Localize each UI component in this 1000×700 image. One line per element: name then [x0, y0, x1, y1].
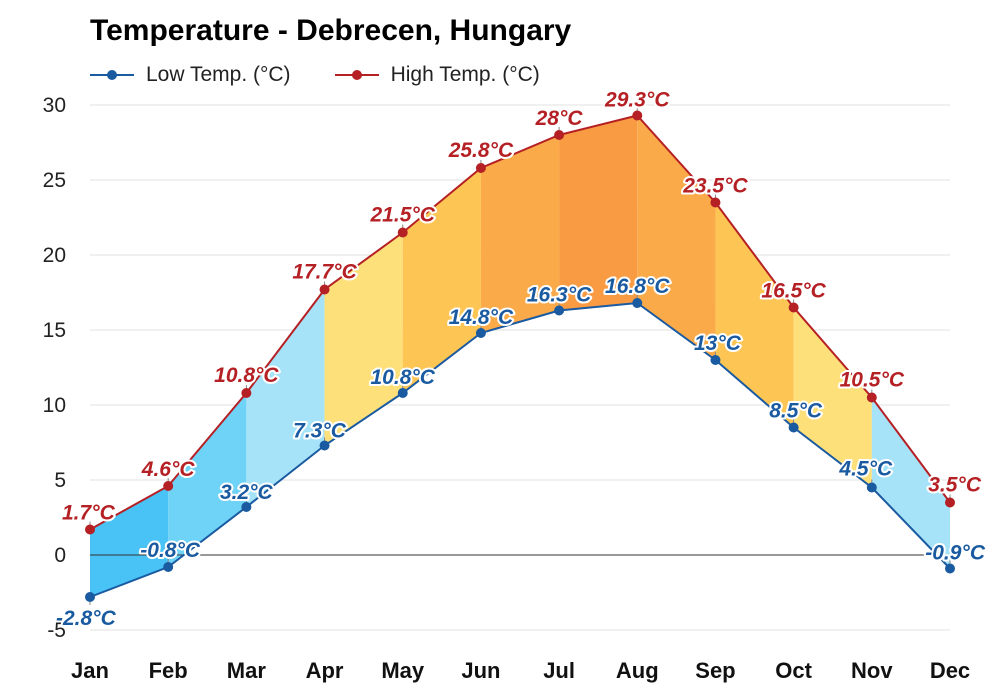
- high-temp-label: 16.5°C: [761, 280, 826, 303]
- legend-swatch-low: [90, 66, 134, 84]
- x-tick-label: May: [381, 658, 425, 683]
- y-tick-label: 20: [43, 244, 66, 267]
- high-temp-point: [710, 197, 721, 208]
- high-temp-label: 25.8°C: [448, 139, 514, 162]
- legend-item-high[interactable]: High Temp. (°C): [334, 63, 540, 87]
- x-tick-label: Dec: [930, 658, 970, 683]
- legend-label-low: Low Temp. (°C): [146, 63, 291, 86]
- y-axis-ticks: -5 0 5 10 15 20 25 30: [43, 94, 66, 642]
- low-temp-label: 13°C: [694, 332, 742, 355]
- low-temp-point: [945, 563, 955, 574]
- data-points: [85, 110, 955, 602]
- low-temp-point: [163, 562, 174, 572]
- series-lines: [89, 114, 951, 598]
- y-tick-label: 10: [43, 394, 66, 417]
- x-tick-label: Jul: [543, 658, 575, 683]
- y-tick-label: 0: [54, 544, 66, 567]
- high-temp-label: 4.6°C: [141, 458, 196, 481]
- range-band: [715, 202, 794, 428]
- low-temp-line: [89, 301, 951, 598]
- high-temp-point: [397, 227, 408, 238]
- high-temp-label: 10.5°C: [840, 369, 905, 392]
- low-temp-label: -0.8°C: [140, 539, 201, 562]
- range-band: [559, 115, 638, 311]
- low-temp-label: 7.3°C: [293, 420, 347, 443]
- x-tick-label: Feb: [149, 658, 188, 683]
- high-temp-point: [866, 392, 877, 403]
- low-temp-point: [85, 592, 95, 602]
- low-temp-label: 10.8°C: [371, 366, 436, 389]
- high-temp-point: [163, 481, 174, 491]
- low-temp-point: [632, 298, 643, 308]
- legend: Low Temp. (°C) High Temp. (°C): [90, 60, 584, 90]
- range-band: [402, 168, 481, 393]
- x-axis-ticks: Jan Feb Mar Apr May Jun Jul Aug Sep Oct Nov Dec: [71, 658, 970, 683]
- low-temp-point: [710, 355, 721, 365]
- legend-swatch-high: [334, 66, 379, 84]
- x-tick-label: Jun: [461, 658, 500, 683]
- low-temp-point: [241, 502, 252, 512]
- low-temp-point: [866, 482, 877, 493]
- range-band: [871, 397, 950, 569]
- high-temp-label: 29.3°C: [604, 89, 670, 112]
- high-temp-line: [89, 114, 951, 531]
- high-temp-point: [945, 497, 955, 508]
- low-temp-point: [475, 328, 486, 338]
- legend-marker-low: [107, 70, 117, 80]
- low-temp-point: [554, 305, 565, 316]
- low-temp-point: [319, 440, 330, 451]
- high-temp-point: [319, 284, 330, 295]
- range-band: [480, 135, 560, 333]
- legend-marker-high: [351, 70, 362, 80]
- y-tick-label: -5: [47, 619, 66, 642]
- range-band: [324, 232, 403, 446]
- low-temp-label: 4.5°C: [838, 458, 893, 481]
- high-temp-label: 23.5°C: [682, 175, 748, 198]
- y-tick-label: 5: [54, 469, 66, 492]
- low-temp-label: -2.8°C: [56, 607, 117, 630]
- low-temp-point: [397, 388, 408, 398]
- low-temp-label: 3.2°C: [220, 481, 274, 504]
- x-tick-label: Oct: [775, 658, 812, 683]
- y-tick-label: 15: [43, 319, 66, 342]
- x-tick-label: Sep: [695, 658, 735, 683]
- high-temp-label: 10.8°C: [214, 364, 279, 387]
- y-tick-label: 30: [43, 94, 66, 117]
- high-temp-label: 1.7°C: [62, 502, 116, 525]
- high-temp-point: [241, 388, 252, 398]
- low-temp-label: 14.8°C: [449, 306, 514, 329]
- high-temp-point: [475, 163, 486, 173]
- high-temp-label: 17.7°C: [292, 261, 357, 284]
- low-temp-point: [788, 422, 799, 433]
- x-tick-label: Aug: [616, 658, 659, 683]
- legend-label-high: High Temp. (°C): [390, 63, 540, 86]
- high-temp-point: [788, 302, 799, 313]
- range-band: [168, 393, 247, 567]
- high-temp-label: 21.5°C: [370, 204, 436, 227]
- y-tick-label: 25: [43, 169, 66, 192]
- legend-item-low[interactable]: Low Temp. (°C): [90, 63, 291, 87]
- high-temp-label: 3.5°C: [928, 474, 982, 497]
- low-temp-label: -0.9°C: [925, 542, 986, 565]
- data-labels: -2.8°C -0.8°C 3.2°C 7.3°C 10.8°C 14.8°C 16.3°C…: [54, 87, 988, 633]
- range-band: [90, 486, 169, 597]
- low-temp-label: 16.3°C: [527, 284, 592, 307]
- high-temp-point: [554, 130, 565, 140]
- x-tick-label: Nov: [851, 658, 893, 683]
- chart-title: Temperature - Debrecen, Hungary: [90, 14, 572, 47]
- x-tick-label: Jan: [71, 658, 109, 683]
- low-temp-label: 16.8°C: [605, 275, 670, 298]
- high-temp-point: [632, 110, 643, 121]
- high-temp-label: 28°C: [535, 107, 584, 130]
- range-band: [637, 115, 716, 360]
- high-temp-point: [85, 524, 95, 535]
- range-bands: [90, 115, 950, 597]
- x-tick-label: Apr: [306, 658, 344, 683]
- x-tick-label: Mar: [227, 658, 267, 683]
- range-band: [246, 289, 325, 507]
- low-temp-label: 8.5°C: [769, 400, 823, 423]
